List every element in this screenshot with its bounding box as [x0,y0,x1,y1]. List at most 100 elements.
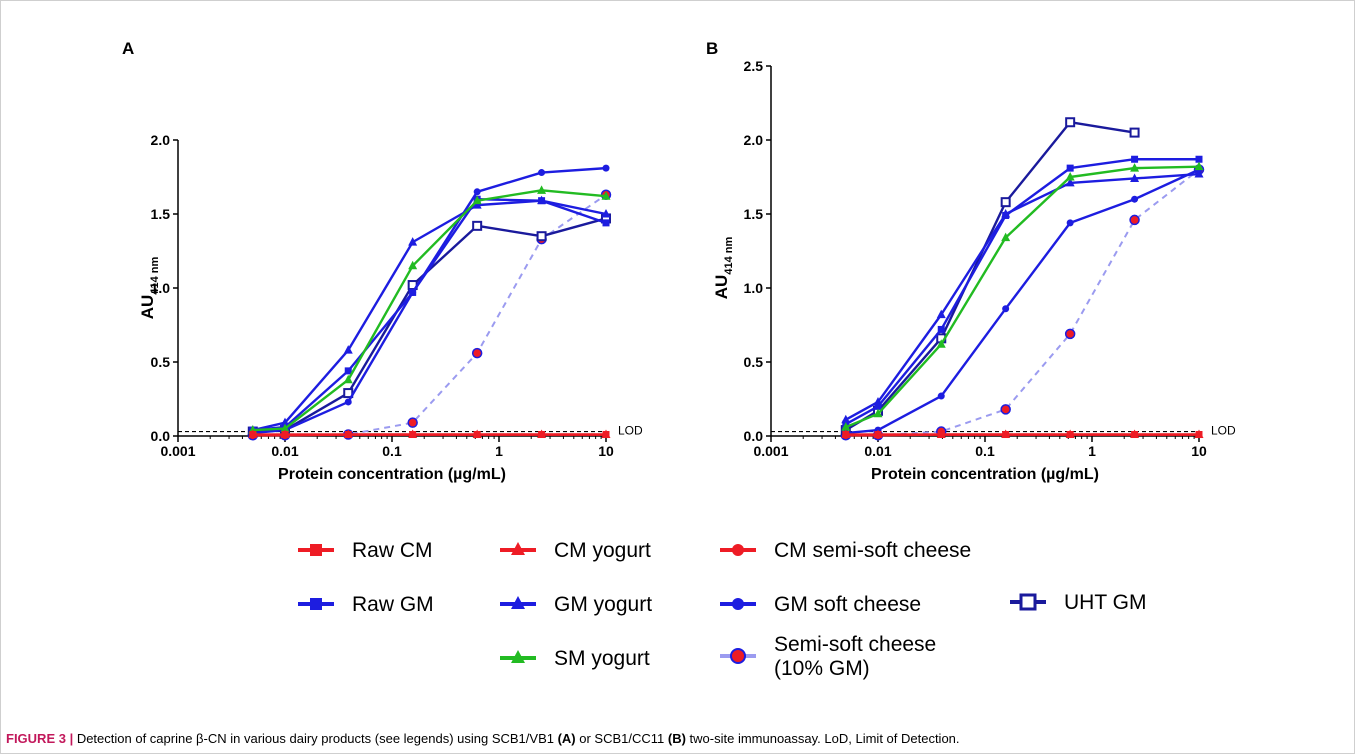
data-point-gm-yogurt-b [841,414,851,424]
data-point-sm-yogurt-b [1194,161,1204,171]
data-point-gm-yogurt-a [343,345,353,354]
y-tick-label-b: 1.5 [744,206,764,222]
data-point-semi-soft-cheese-10-gm-b [1129,214,1140,226]
y-tick-label-a: 0.0 [151,428,171,444]
data-point-raw-cm-b [1002,431,1010,439]
data-point-gm-yogurt-b [873,396,883,406]
data-point-gm-soft-cheese-b [937,392,945,400]
data-point-raw-gm-a [344,367,352,375]
legend-label-cm-cheese: CM semi-soft cheese [774,539,972,562]
y-tick-label-b: 2.5 [744,58,764,74]
legend-item-cm-cheese: CM semi-soft cheese [718,539,971,563]
data-point-raw-gm-b [1066,164,1074,172]
x-axis-label-a: Protein concentration (µg/mL) [278,466,506,483]
data-point-raw-gm-a [409,288,417,296]
legend-symbol-cm-cheese [720,544,756,556]
data-point-sm-yogurt-a [408,260,418,270]
legend-item-raw-gm: Raw GM [296,593,434,617]
y-axis-label-b: AU414 nm [712,237,735,300]
data-point-sm-yogurt-a [343,374,353,384]
data-point-raw-cm-a [344,431,352,439]
caption-figure-number: FIGURE 3 | [6,731,74,746]
data-point-sm-yogurt-a [472,195,482,205]
data-point-raw-gm-b [937,325,945,333]
data-point-raw-cm-b [874,431,882,439]
legend-symbol-gm-cheese [720,598,756,610]
data-point-raw-cm-a [281,431,289,439]
data-point-gm-soft-cheese-a [602,164,610,172]
legend-item-raw-cm: Raw CM [296,539,433,563]
series-line-gm-soft-cheese-b [845,168,1200,435]
data-point-sm-yogurt-b [1001,232,1011,242]
data-point-semi-soft-cheese-10-gm-b [1064,328,1076,340]
series-line-raw-gm-b [845,158,1199,426]
lod-label-b: LOD [1211,424,1236,438]
legend-label-gm-yogurt: GM yogurt [554,593,653,616]
data-point-raw-gm-b [1195,155,1203,163]
legend-label-cm-yogurt: CM yogurt [554,539,651,562]
data-point-gm-soft-cheese-a [538,169,546,177]
data-point-gm-yogurt-b [1001,209,1011,218]
data-point-semi-soft-cheese-10-gm-a [471,347,483,359]
data-point-raw-cm-a [409,431,417,439]
x-tick-label-b: 0.001 [753,443,788,459]
data-point-raw-cm-b [1195,431,1203,439]
legend-symbol-cm-yogurt [500,542,536,555]
data-point-gm-soft-cheese-b [1066,219,1074,227]
data-point-raw-cm-b [937,431,945,439]
data-point-gm-yogurt-b [936,309,946,319]
data-point-sm-yogurt-b [936,339,946,348]
x-tick-label-b: 0.01 [864,443,891,459]
data-point-raw-cm-a [538,431,546,439]
data-point-raw-cm-a [473,431,481,439]
y-tick-label-b: 0.0 [744,428,764,444]
data-point-raw-cm-b [842,431,850,439]
lod-label-a: LOD [618,424,643,438]
series-line-uht-gm-b [845,121,1135,432]
axes-a: 0.0 0.5 1.0 1.5 2.0 0.001 0.01 0.1 1 10 [151,132,614,459]
legend-symbol-semi-soft-10 [720,648,756,664]
data-point-sm-yogurt-b [873,408,883,418]
legend-label-semi-soft-10: Semi-soft cheese (10% GM) [774,633,937,680]
caption-text-2: or SCB1/CC11 [575,731,668,746]
caption-text-1: Detection of caprine β-CN in various dai… [73,731,558,746]
series-line-gm-yogurt-a [252,199,607,432]
data-point-uht-gm-b [1065,117,1076,128]
y-tick-label-a: 2.0 [151,132,171,148]
data-point-gm-soft-cheese-b [1131,195,1139,203]
legend-item-semi-soft-10: Semi-soft cheese (10% GM) [718,633,936,681]
x-tick-label-a: 0.01 [271,443,298,459]
x-tick-label-b: 1 [1088,443,1096,459]
x-tick-label-a: 0.001 [160,443,195,459]
data-point-uht-gm-a [472,220,483,231]
x-tick-label-a: 0.1 [382,443,402,459]
charts-area: A 0.00.51.01.52.00.001 0.01 0.1 1 10 LOD AU4… [122,39,1236,483]
data-point-raw-gm-b [1131,155,1139,163]
data-point-raw-cm-a [602,431,610,439]
data-point-raw-cm-b [1066,431,1074,439]
panel-label-a: A [122,39,134,58]
legend-symbol-uht-gm [1010,593,1046,611]
data-point-gm-soft-cheese-a [344,398,352,406]
data-point-gm-soft-cheese-b [1002,305,1010,313]
legend-item-gm-cheese: GM soft cheese [718,593,921,617]
data-point-sm-yogurt-b [841,422,851,431]
plot-area-b: LOD [771,117,1236,441]
legend-label-raw-gm: Raw GM [352,593,434,616]
data-point-raw-gm-a [602,219,610,227]
caption-ref-a: (A) [557,731,576,746]
y-tick-label-a: 0.5 [151,354,171,370]
panel-a: A 0.0 0.5 1.0 1.5 2.0 0.001 0.01 0.1 1 10 LOD AU4… [122,39,643,483]
legend-label-uht-gm: UHT GM [1064,591,1147,614]
data-point-sm-yogurt-a [280,423,290,433]
legend-symbol-raw-cm [298,544,334,556]
x-tick-label-b: 0.1 [975,443,995,459]
data-point-gm-yogurt-a [601,209,611,218]
data-point-gm-yogurt-a [408,237,418,246]
panel-label-b: B [706,39,718,58]
legend-symbol-sm-yogurt [500,650,536,663]
axes-b: 0.0 0.5 1.0 1.5 2.0 2.5 0.001 0.01 0.1 1 10 [744,58,1207,459]
panel-b: B 0.00.51.01.52.02.50.001 0.01 0.1 1 10 LOD … [706,39,1236,483]
data-point-raw-cm-a [249,431,257,439]
legend-label-gm-cheese: GM soft cheese [774,593,922,616]
